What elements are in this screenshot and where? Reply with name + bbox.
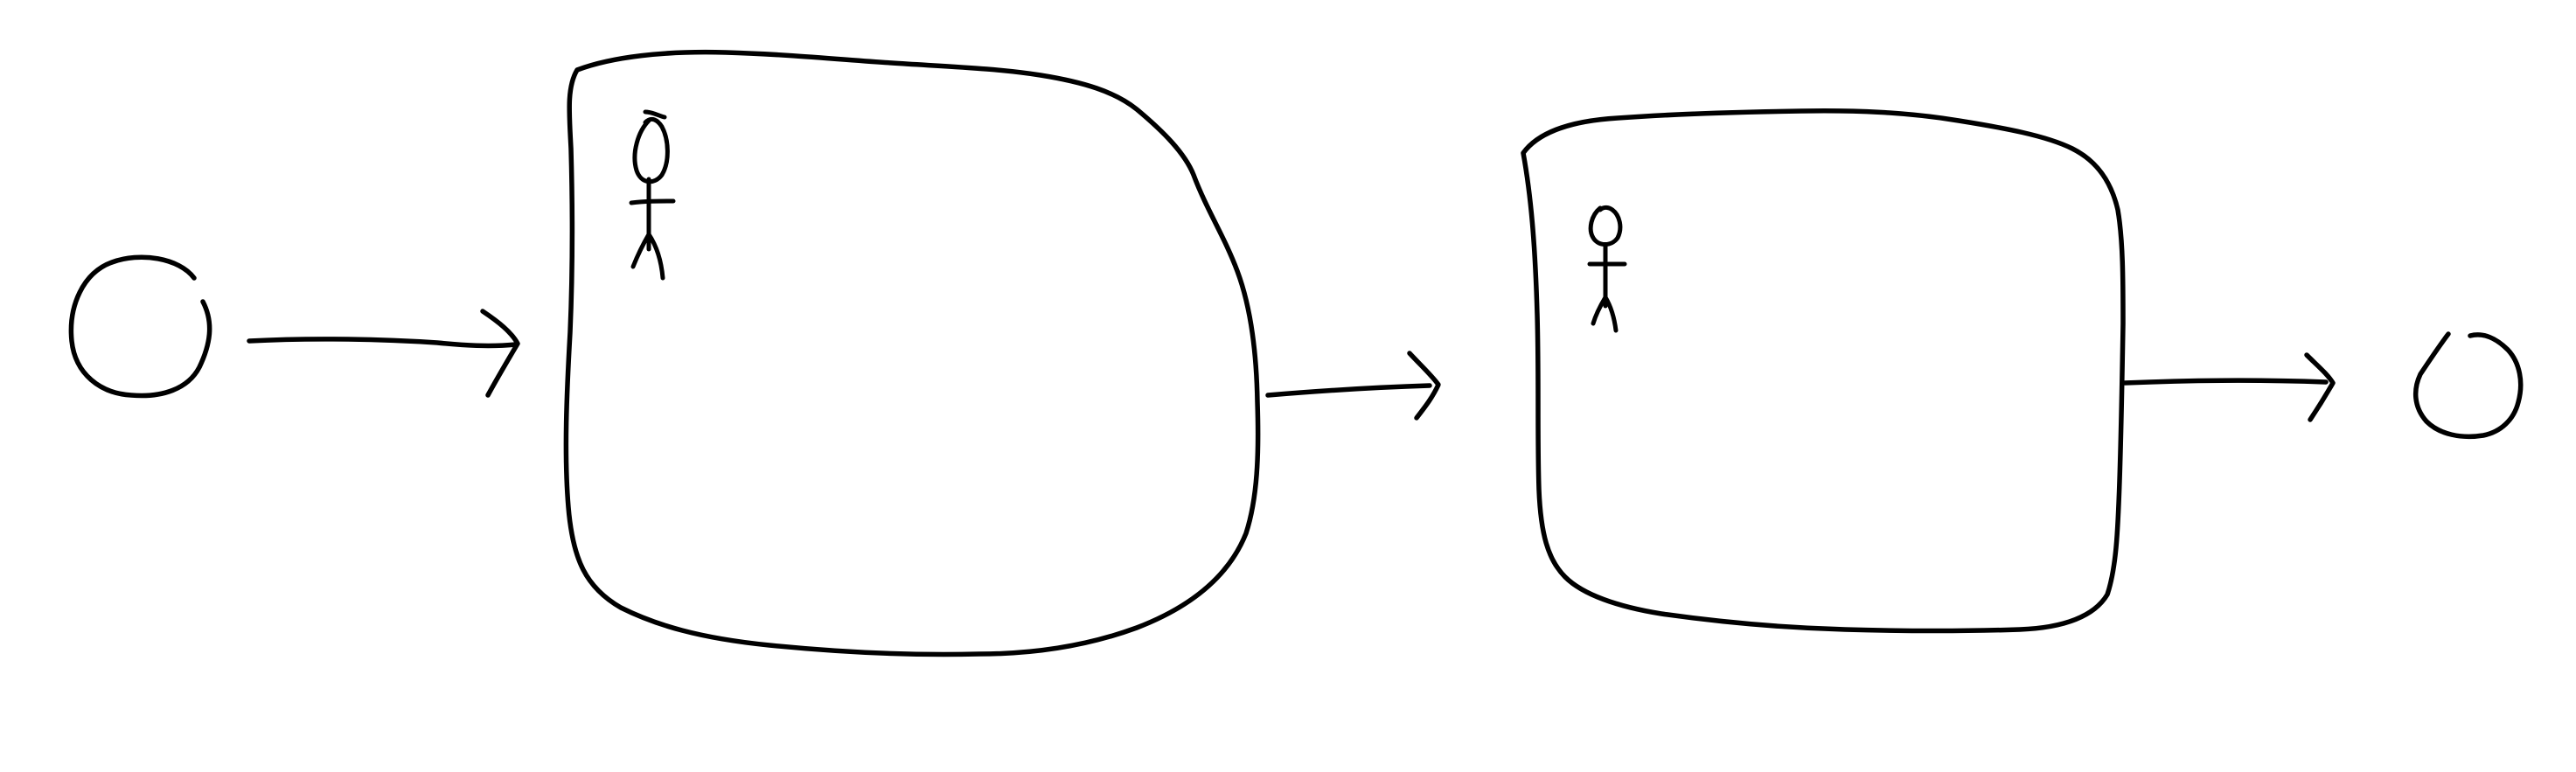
stick-figure-icon [1587, 205, 1627, 333]
start-event-circle[interactable] [68, 254, 212, 399]
stick-figure-icon [629, 109, 676, 281]
user-task-box-1[interactable] [563, 49, 1261, 657]
end-event-circle[interactable] [2412, 331, 2524, 440]
flow-arrow-task-1-to-task-2 [1265, 351, 1441, 421]
user-task-box-2[interactable] [1521, 108, 2126, 634]
flow-arrow-start-to-task-1 [247, 309, 520, 398]
flow-arrow-task-2-to-end [2122, 352, 2336, 422]
